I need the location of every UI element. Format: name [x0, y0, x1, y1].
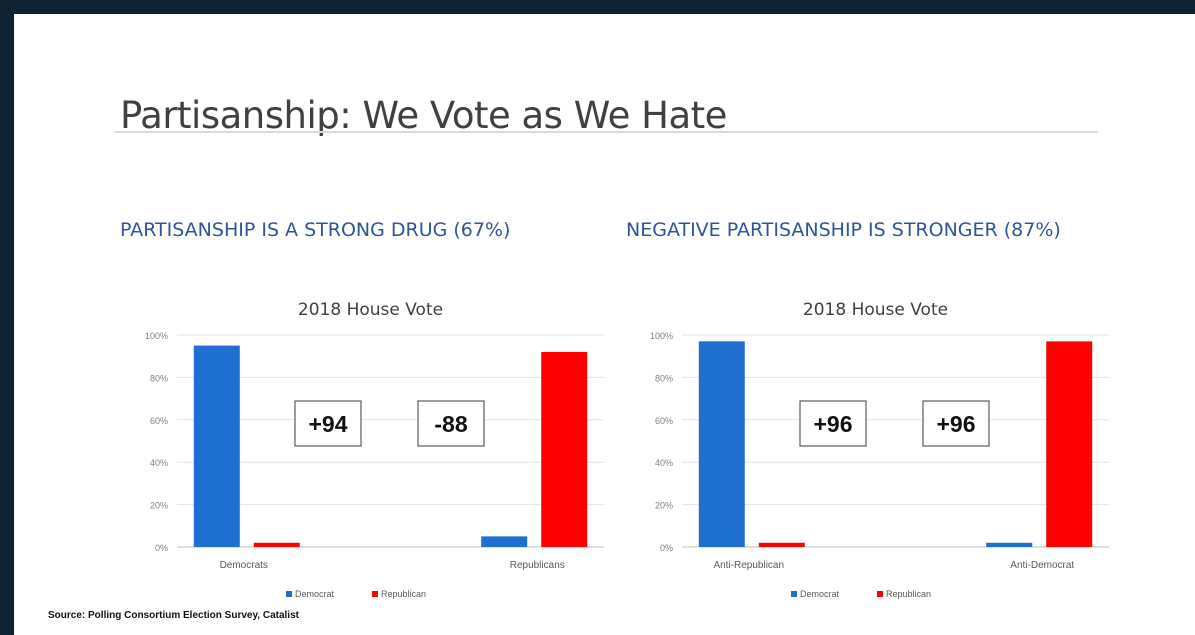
x-category-label: Republicans: [510, 560, 565, 571]
bar-democrat: [481, 536, 528, 547]
y-tick-label: 0%: [155, 543, 168, 553]
y-tick-label: 20%: [655, 501, 673, 511]
y-tick-label: 20%: [150, 501, 168, 511]
annotation-box: +96: [799, 400, 867, 447]
x-category-label: Anti-Democrat: [1010, 560, 1074, 571]
legend-swatch-democrat: [791, 591, 797, 597]
legend-label: Democrat: [295, 589, 335, 599]
x-category-label: Democrats: [220, 560, 268, 571]
legend-swatch-democrat: [286, 591, 292, 597]
y-tick-label: 100%: [650, 331, 673, 341]
legend-label: Republican: [886, 589, 931, 599]
chart-svg: 2018 House Vote 0% 20% 40% 60% 80% 100% Anti-Re…: [650, 300, 1109, 599]
panel-heading-right: NEGATIVE PARTISANSHIP IS STRONGER (87%): [626, 219, 1061, 241]
annotation-label: +96: [813, 411, 852, 437]
annotation-box: +96: [922, 400, 990, 447]
annotation-box: -88: [417, 400, 485, 447]
source-note: Source: Polling Consortium Election Surv…: [48, 610, 299, 621]
y-tick-label: 0%: [660, 543, 673, 553]
chart-left: 2018 House Vote 0% 20% 40% 60% 80% 100% Democra…: [114, 274, 614, 609]
bar-democrat: [193, 345, 240, 547]
bar-republican: [541, 351, 588, 547]
legend-swatch-republican: [877, 591, 883, 597]
bar-democrat: [698, 341, 745, 547]
legend-label: Democrat: [800, 589, 840, 599]
panel-heading-left: PARTISANSHIP IS A STRONG DRUG (67%): [120, 219, 511, 241]
legend-label: Republican: [381, 589, 426, 599]
x-category-label: Anti-Republican: [713, 560, 784, 571]
annotation-frame: [417, 400, 485, 447]
y-tick-label: 40%: [150, 458, 168, 468]
chart-title: 2018 House Vote: [298, 300, 443, 320]
annotation-box: +94: [294, 400, 362, 447]
annotation-label: -88: [434, 411, 467, 437]
bar-democrat: [986, 542, 1033, 547]
bar-republican: [1046, 341, 1093, 547]
y-tick-label: 100%: [145, 331, 168, 341]
annotation-frame: [294, 400, 362, 447]
annotation-frame: [922, 400, 990, 447]
legend-swatch-republican: [372, 591, 378, 597]
annotation-label: +96: [936, 411, 975, 437]
slide-title: Partisanship: We Vote as We Hate: [120, 94, 727, 137]
y-tick-label: 80%: [150, 373, 168, 383]
annotation-frame: [799, 400, 867, 447]
y-tick-label: 40%: [655, 458, 673, 468]
chart-right: 2018 House Vote 0% 20% 40% 60% 80% 100% Anti-Re…: [619, 274, 1119, 609]
annotation-label: +94: [308, 411, 347, 437]
y-tick-label: 60%: [655, 416, 673, 426]
bar-republican: [253, 542, 300, 547]
chart-svg: 2018 House Vote 0% 20% 40% 60% 80% 100% Democra…: [145, 300, 604, 599]
y-tick-label: 80%: [655, 373, 673, 383]
bar-republican: [758, 542, 805, 547]
title-divider: [115, 131, 1098, 133]
chart-title: 2018 House Vote: [803, 300, 948, 320]
slide: Partisanship: We Vote as We Hate PARTISA…: [14, 14, 1195, 635]
y-tick-label: 60%: [150, 416, 168, 426]
